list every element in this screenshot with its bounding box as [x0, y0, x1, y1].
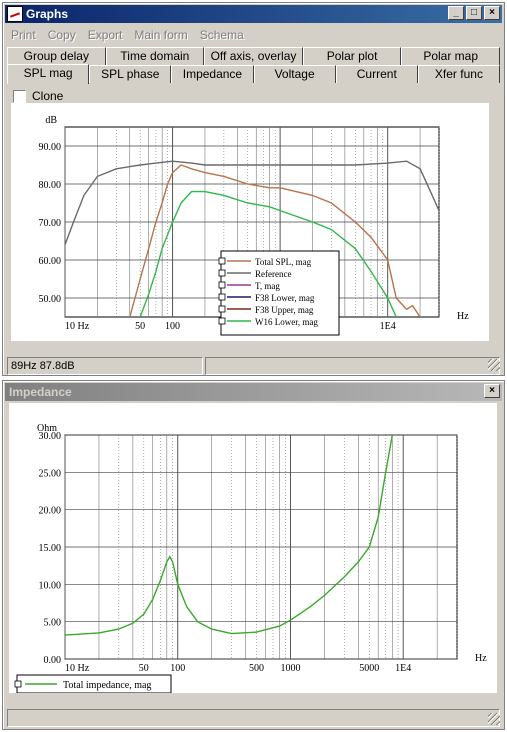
status-panel-empty — [205, 357, 500, 375]
x-tick-label: 500 — [249, 663, 264, 674]
legend-checkbox — [218, 317, 226, 325]
x-tick-label: 100 — [170, 663, 185, 674]
y-tick-label: 80.00 — [39, 180, 62, 191]
app-icon — [7, 6, 23, 22]
graphs-window-title: Graphs — [26, 7, 69, 21]
y-tick-label: 10.00 — [39, 580, 62, 591]
x-tick-label: 50 — [135, 321, 145, 332]
impedance-close-button[interactable]: × — [484, 384, 500, 398]
y-tick-label: 90.00 — [39, 142, 62, 153]
minimize-button[interactable]: _ — [448, 6, 464, 20]
legend-label: Reference — [255, 269, 291, 279]
menu-export[interactable]: Export — [87, 28, 123, 42]
menu-copy[interactable]: Copy — [47, 28, 76, 42]
legend-label: F38 Upper, mag — [255, 305, 314, 315]
x-tick-label: 1E4 — [380, 321, 396, 332]
graphs-titlebar[interactable]: Graphs _ □ × — [5, 5, 502, 23]
series-line-reference — [65, 160, 439, 246]
y-unit-label: dB — [45, 115, 57, 126]
y-tick-label: 20.00 — [39, 506, 62, 517]
graphs-window: Graphs _ □ × Print Copy Export Main form… — [2, 2, 505, 376]
y-tick-label: 30.00 — [39, 431, 62, 442]
legend-checkbox — [218, 257, 226, 265]
menu-print[interactable]: Print — [11, 28, 36, 42]
legend-label: F38 Lower, mag — [255, 293, 315, 303]
impedance-status-panel — [7, 709, 500, 727]
y-tick-label: 70.00 — [39, 218, 62, 229]
series-line-total-spl-mag — [129, 164, 421, 317]
legend-checkbox — [218, 293, 226, 301]
impedance-window-title: Impedance — [9, 385, 72, 399]
y-tick-label: 15.00 — [39, 543, 62, 554]
x-tick-label: 50 — [139, 663, 149, 674]
impedance-plot-area[interactable]: 30.00 25.00 20.00 15.00 10.00 5.00 0.00 10 Hz 50… — [9, 403, 497, 694]
tab-time-domain[interactable]: Time domain — [105, 47, 205, 65]
legend-checkbox — [14, 680, 22, 688]
tab-voltage[interactable]: Voltage — [253, 65, 336, 83]
tab-polar-plot[interactable]: Polar plot — [302, 47, 402, 65]
x-tick-label: 1E4 — [395, 663, 411, 674]
maximize-button[interactable]: □ — [466, 6, 482, 20]
tab-impedance[interactable]: Impedance — [171, 65, 254, 83]
tab-spl-phase[interactable]: SPL phase — [89, 65, 172, 83]
clone-checkbox-row[interactable]: Clone — [13, 89, 63, 103]
x-tick-label: 1000 — [280, 663, 300, 674]
menu-main-form[interactable]: Main form — [134, 28, 188, 42]
tab-row-2: SPL mag SPL phase Impedance Voltage Curr… — [7, 64, 501, 84]
x-tick-label: 10 Hz — [65, 321, 90, 332]
x-unit-label: Hz — [457, 311, 469, 322]
close-button[interactable]: × — [484, 6, 500, 20]
clone-checkbox[interactable] — [13, 89, 26, 103]
tab-xfer-func[interactable]: Xfer func — [417, 65, 501, 83]
tab-polar-map[interactable]: Polar map — [401, 47, 500, 65]
tab-spl-mag[interactable]: SPL mag — [7, 64, 90, 84]
legend-checkbox — [218, 281, 226, 289]
impedance-status-bar — [7, 709, 500, 727]
y-tick-label: 5.00 — [44, 618, 62, 629]
menu-schema[interactable]: Schema — [199, 28, 244, 42]
impedance-resize-grip-icon[interactable] — [488, 713, 500, 725]
y-tick-label: 50.00 — [39, 294, 62, 305]
x-tick-label: 10 Hz — [65, 663, 90, 674]
legend-label: T, mag — [255, 281, 280, 291]
impedance-window: Impedance × 30.00 25.00 20.00 15.00 10.00 5.0… — [2, 380, 505, 730]
tab-current[interactable]: Current — [335, 65, 418, 83]
y-tick-label: 0.00 — [44, 655, 62, 666]
legend-label: Total impedance, mag — [63, 680, 151, 691]
tab-off-axis-overlay[interactable]: Off axis, overlay — [204, 47, 303, 65]
tab-group-delay[interactable]: Group delay — [7, 47, 106, 65]
x-tick-label: 100 — [165, 321, 180, 332]
legend-checkbox — [218, 305, 226, 313]
x-unit-label: Hz — [475, 653, 487, 664]
status-bar: 89Hz 87.8dB — [7, 357, 500, 375]
menu-bar: Print Copy Export Main form Schema — [5, 25, 502, 45]
legend-label: W16 Lower, mag — [255, 317, 318, 327]
tab-row-1: Group delay Time domain Off axis, overla… — [7, 47, 500, 65]
series-line-total-impedance-mag — [65, 435, 393, 636]
x-tick-label: 5000 — [359, 663, 379, 674]
clone-label: Clone — [32, 89, 64, 103]
legend-label: Total SPL, mag — [255, 257, 312, 267]
y-tick-label: 25.00 — [39, 468, 62, 479]
legend-checkbox — [218, 269, 226, 277]
status-readout: 89Hz 87.8dB — [7, 357, 203, 375]
series-line-w16-lower-mag — [139, 190, 397, 317]
y-unit-label: Ohm — [37, 423, 57, 434]
y-tick-label: 60.00 — [39, 256, 62, 267]
impedance-titlebar[interactable]: Impedance × — [5, 383, 502, 401]
resize-grip-icon[interactable] — [488, 359, 500, 371]
